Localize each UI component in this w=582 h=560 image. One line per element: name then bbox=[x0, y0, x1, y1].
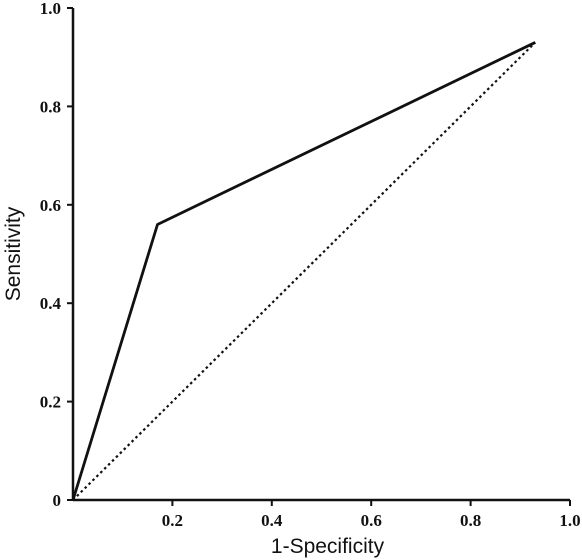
roc-curve bbox=[71, 41, 536, 501]
x-axis-title: 1-Specificity bbox=[271, 535, 385, 558]
x-tick-label: 0.8 bbox=[460, 511, 481, 530]
x-tick-label: 1.0 bbox=[559, 511, 580, 530]
x-tick-label: 0.6 bbox=[361, 511, 382, 530]
y-tick-label: 0.2 bbox=[40, 393, 61, 412]
ticks: 0 0.2 0.4 0.6 0.8 1.0 0.2 0.4 0.6 0.8 1.0 bbox=[40, 0, 581, 530]
x-tick-label: 0.4 bbox=[261, 511, 283, 530]
plot-area bbox=[71, 41, 536, 501]
y-tick-label: 0.4 bbox=[40, 294, 62, 313]
y-tick-label: 0.6 bbox=[40, 196, 61, 215]
y-tick-label: 0.8 bbox=[40, 97, 61, 116]
reference-line bbox=[72, 41, 536, 501]
x-tick-label: 0.2 bbox=[162, 511, 183, 530]
y-tick-label: 0 bbox=[53, 491, 62, 510]
y-axis-title: Sensitivity bbox=[2, 206, 25, 301]
y-tick-label: 1.0 bbox=[40, 0, 61, 18]
axes bbox=[71, 8, 570, 502]
